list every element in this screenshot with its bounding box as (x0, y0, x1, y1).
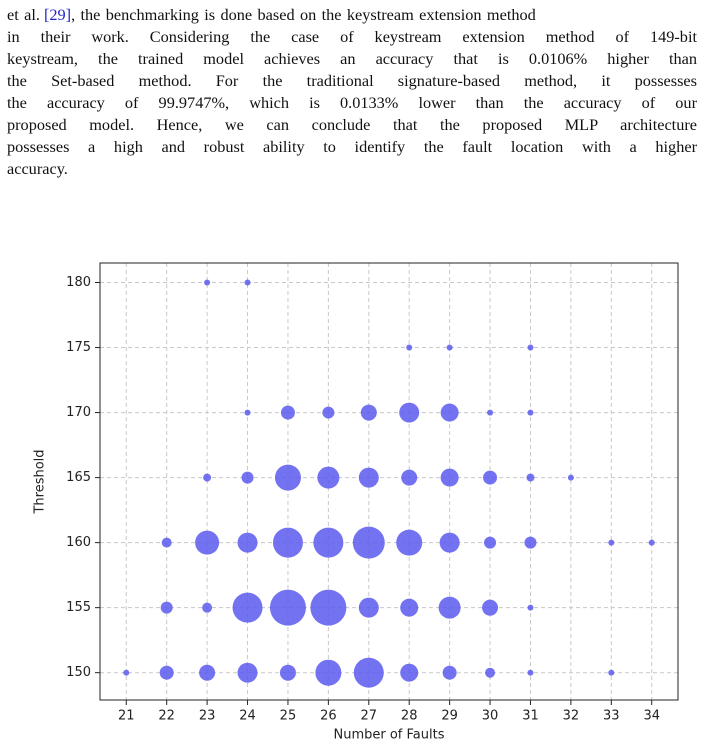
bubble (400, 663, 419, 682)
bubble (442, 665, 457, 680)
bubble (484, 536, 497, 549)
bubble (440, 403, 459, 422)
bubble (352, 526, 385, 559)
bubble (608, 539, 615, 546)
bubble (482, 599, 499, 616)
bubble (353, 657, 384, 688)
bubble (322, 406, 335, 419)
bubble (237, 532, 258, 553)
bubble (485, 667, 496, 678)
bubble (159, 665, 174, 680)
bubble (358, 597, 379, 618)
bubble (279, 664, 296, 681)
bubble (527, 344, 534, 351)
bubble (123, 669, 130, 676)
bubble (310, 589, 347, 626)
x-tick-label: 21 (118, 709, 135, 724)
bubble (483, 470, 498, 485)
bubble (160, 601, 173, 614)
y-tick-label: 180 (66, 275, 91, 290)
text: et al. (7, 5, 40, 24)
bubble (237, 662, 258, 683)
x-tick-label: 23 (199, 709, 216, 724)
citation[interactable]: [29] (43, 5, 72, 24)
bubble (648, 539, 655, 546)
x-tick-label: 31 (522, 709, 539, 724)
bubble (526, 473, 535, 482)
y-tick-label: 150 (66, 665, 91, 680)
text-line: possesses a high and robust ability to i… (7, 137, 697, 156)
bubble (439, 532, 460, 553)
bubble (317, 466, 340, 489)
bubble (202, 602, 213, 613)
bubble (315, 659, 342, 686)
text-line: in their work. Considering the case of k… (7, 27, 697, 46)
bubble (527, 409, 534, 416)
y-tick-label: 175 (66, 340, 91, 355)
bubble (241, 471, 254, 484)
bubble (280, 405, 295, 420)
x-tick-label: 28 (401, 709, 418, 724)
bubble (406, 344, 413, 351)
y-tick-label: 160 (66, 535, 91, 550)
bubble (199, 664, 216, 681)
y-tick-label: 170 (66, 405, 91, 420)
bubble (360, 404, 377, 421)
bubble (244, 279, 251, 286)
bubble (269, 589, 306, 626)
bubble (161, 537, 172, 548)
bubble (487, 409, 494, 416)
bubble (567, 474, 574, 481)
bubble (524, 536, 537, 549)
bubble (244, 409, 251, 416)
x-tick-label: 32 (563, 709, 580, 724)
bubble (399, 402, 420, 423)
y-axis-label: Threshold (33, 449, 48, 514)
bubble (204, 279, 211, 286)
x-tick-label: 24 (239, 709, 256, 724)
text-line: et al. [29], the benchmarking is done bas… (7, 4, 697, 26)
bubble (195, 530, 220, 555)
y-tick-label: 165 (66, 470, 91, 485)
x-tick-label: 25 (280, 709, 297, 724)
bubble (396, 529, 423, 556)
bubble (274, 464, 301, 491)
bubble (401, 469, 418, 486)
bubble (527, 604, 534, 611)
text-line: the accuracy of 99.9747%, which is 0.013… (7, 93, 697, 112)
x-tick-label: 29 (441, 709, 458, 724)
bubble (400, 598, 419, 617)
x-tick-label: 33 (603, 709, 620, 724)
bubble (608, 669, 615, 676)
text-line: proposed model. Hence, we can conclude t… (7, 115, 697, 134)
x-tick-label: 22 (158, 709, 175, 724)
text-line: the Set-based method. For the traditiona… (7, 71, 697, 90)
bubble (358, 467, 379, 488)
y-tick-label: 155 (66, 600, 91, 615)
bubble (203, 473, 212, 482)
plot-frame (99, 262, 679, 701)
x-tick-label: 27 (361, 709, 378, 724)
text: , the benchmarking is done based on the … (71, 5, 536, 24)
text-line: accuracy. (7, 159, 68, 178)
bubble (313, 527, 344, 558)
bubble (438, 596, 461, 619)
bubble (232, 592, 263, 623)
x-tick-label: 34 (643, 709, 660, 724)
x-tick-label: 30 (482, 709, 499, 724)
x-axis-label: Number of Faults (334, 728, 445, 743)
bubble (446, 344, 453, 351)
x-tick-label: 26 (320, 709, 337, 724)
bubble (527, 669, 534, 676)
bubble (440, 468, 459, 487)
text-line: keystream, the trained model achieves an… (7, 49, 697, 68)
bubble (272, 527, 303, 558)
